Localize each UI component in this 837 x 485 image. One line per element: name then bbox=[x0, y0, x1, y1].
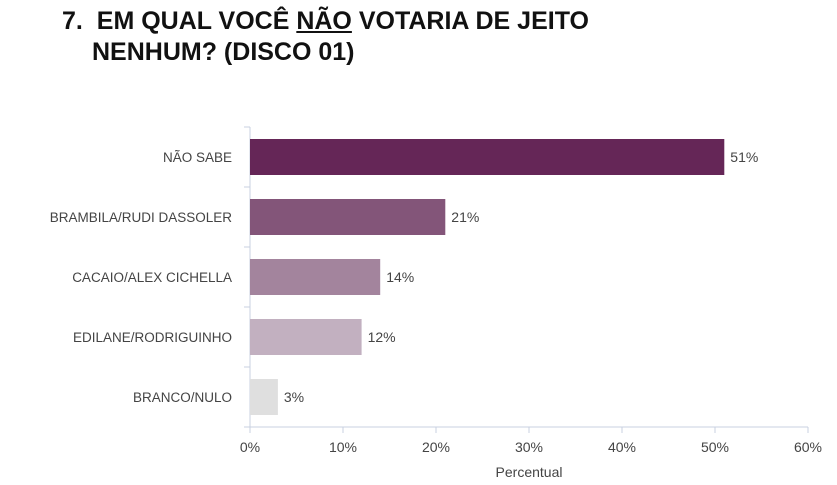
bar bbox=[250, 379, 278, 415]
bar bbox=[250, 139, 725, 175]
data-label: 51% bbox=[730, 149, 758, 165]
question-number: 7. bbox=[62, 7, 83, 35]
chart-title: 7. EM QUAL VOCÊ NÃO VOTARIA DE JEITO NEN… bbox=[62, 6, 589, 68]
title-part: EM QUAL VOCÊ bbox=[96, 7, 297, 35]
x-tick-label: 40% bbox=[608, 439, 636, 455]
title-part: VOTARIA DE JEITO bbox=[351, 7, 589, 35]
data-label: 14% bbox=[386, 269, 414, 285]
bar bbox=[250, 319, 362, 355]
x-tick-label: 60% bbox=[794, 439, 822, 455]
category-label: BRANCO/NULO bbox=[133, 390, 232, 405]
x-tick-label: 10% bbox=[329, 439, 357, 455]
bar bbox=[250, 199, 446, 235]
data-label: 21% bbox=[451, 209, 479, 225]
category-label: BRAMBILA/RUDI DASSOLER bbox=[50, 210, 233, 225]
x-tick-label: 50% bbox=[701, 439, 729, 455]
data-label: 3% bbox=[284, 389, 304, 405]
category-label: EDILANE/RODRIGUINHO bbox=[73, 330, 232, 345]
data-label: 12% bbox=[368, 329, 396, 345]
title-line2: NENHUM? (DISCO 01) bbox=[92, 38, 355, 66]
title-underlined: NÃO bbox=[296, 7, 352, 35]
bar bbox=[250, 259, 381, 295]
category-label: NÃO SABE bbox=[163, 150, 232, 165]
category-label: CACAIO/ALEX CICHELLA bbox=[72, 270, 232, 285]
x-tick-label: 20% bbox=[422, 439, 450, 455]
x-tick-label: 30% bbox=[515, 439, 543, 455]
x-axis-title: Percentual bbox=[496, 464, 563, 480]
x-tick-label: 0% bbox=[240, 439, 260, 455]
